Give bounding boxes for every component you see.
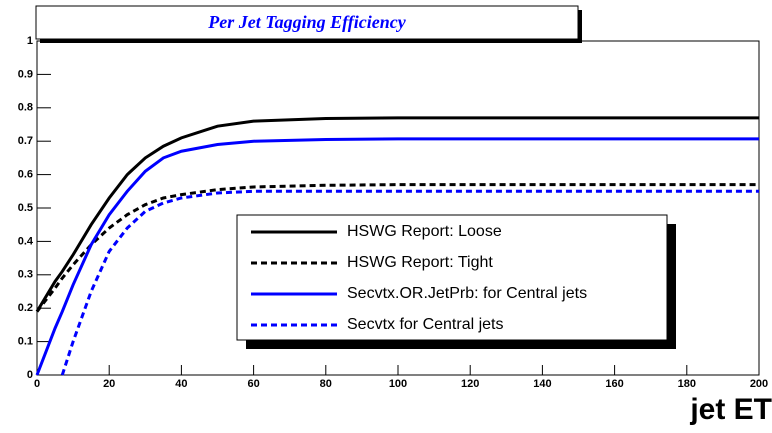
legend-label: Secvtx.OR.JetPrb: for Central jets (347, 285, 587, 302)
series-line (35, 183, 759, 313)
y-tick-label: 1 (27, 35, 33, 47)
y-tick-label: 0.4 (18, 235, 34, 247)
title-box (35, 5, 579, 40)
legend-label: Secvtx for Central jets (347, 316, 504, 333)
y-tick-label: 0.8 (18, 102, 33, 114)
y-tick-label: 0.7 (18, 135, 33, 147)
x-tick-label: 40 (175, 378, 187, 390)
x-tick-label: 80 (320, 378, 332, 390)
x-tick-label: 180 (678, 378, 696, 390)
y-tick-label: 0.9 (18, 68, 33, 80)
legend-label: HSWG Report: Loose (347, 223, 502, 240)
y-tick-label: 0 (27, 369, 33, 381)
x-axis-label: jet ET (689, 393, 772, 426)
y-tick-label: 0.1 (18, 336, 33, 348)
x-tick-label: 0 (34, 378, 40, 390)
legend-label: HSWG Report: Tight (347, 254, 493, 271)
legend-box (236, 214, 668, 341)
x-tick-label: 200 (750, 378, 768, 390)
x-tick-label: 20 (103, 378, 115, 390)
series-line (35, 137, 759, 376)
chart-title: Per Jet Tagging Efficiency (207, 12, 406, 32)
series-line (35, 116, 759, 313)
y-tick-label: 0.6 (18, 169, 33, 181)
x-tick-label: 100 (389, 378, 407, 390)
y-tick-label: 0.2 (18, 302, 33, 314)
x-tick-label: 60 (247, 378, 259, 390)
x-tick-label: 140 (533, 378, 551, 390)
y-tick-label: 0.3 (18, 269, 33, 281)
x-tick-label: 160 (605, 378, 623, 390)
y-tick-label: 0.5 (18, 202, 33, 214)
x-tick-label: 120 (461, 378, 479, 390)
series-line (60, 189, 759, 376)
